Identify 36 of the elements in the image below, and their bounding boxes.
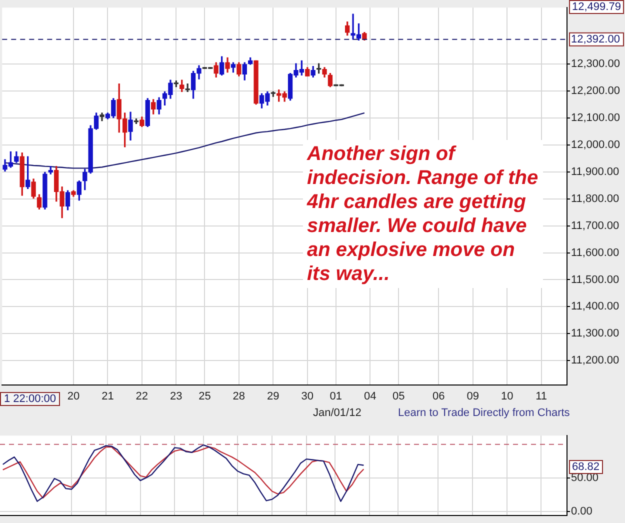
y-tick-label: 11,600.00 bbox=[571, 246, 620, 259]
y-tick-label: 11,400.00 bbox=[571, 300, 620, 313]
x-tick-label: 10 bbox=[500, 390, 514, 402]
y-tick-label: 12,000.00 bbox=[571, 139, 620, 152]
candlestick bbox=[185, 84, 190, 92]
x-tick-label: 09 bbox=[466, 390, 479, 402]
y-tick-label: 11,700.00 bbox=[571, 220, 620, 232]
text: Learn to Trade Directly from Charts bbox=[398, 407, 570, 419]
y-tick-label: 12,200.00 bbox=[571, 85, 620, 98]
x-tick-label: 22 bbox=[136, 390, 148, 402]
y-tick-label: 12,300.00 bbox=[571, 58, 620, 70]
text: 1 22:00:00 bbox=[0, 392, 60, 406]
y-tick-label: 12,100.00 bbox=[571, 112, 620, 124]
text: 12,499.79 bbox=[569, 0, 624, 14]
x-tick-label: 05 bbox=[392, 390, 405, 402]
x-tick-label: 20 bbox=[67, 390, 80, 402]
text: Jan/01/12 bbox=[313, 407, 362, 419]
x-tick-label: 30 bbox=[301, 390, 314, 402]
x-tick-label: 01 bbox=[330, 390, 342, 402]
text: 68.82 bbox=[569, 460, 603, 474]
y-tick-label: 11,500.00 bbox=[571, 274, 620, 286]
annotation: Another sign of indecision. Range of the 4hr candles are getting smaller. We could have an explosive move on its way... bbox=[303, 140, 543, 288]
x-tick-label: 04 bbox=[364, 390, 376, 402]
x-tick-label: 23 bbox=[170, 390, 182, 402]
y-tick-label: 11,800.00 bbox=[571, 192, 620, 205]
y-tick-label: 11,200.00 bbox=[571, 354, 620, 367]
ref-line-label: 12,392.00 bbox=[571, 33, 620, 46]
x-tick-label: 25 bbox=[198, 390, 211, 402]
y-tick-label: 11,900.00 bbox=[571, 166, 620, 178]
y-tick-label: 0.00 bbox=[571, 505, 592, 518]
x-tick-label: 21 bbox=[102, 390, 114, 402]
x-tick-label: 29 bbox=[267, 390, 280, 402]
x-tick-label: 06 bbox=[432, 390, 445, 402]
x-tick-label: 11 bbox=[536, 390, 548, 402]
x-tick-label: 28 bbox=[232, 390, 246, 402]
y-tick-label: 11,300.00 bbox=[571, 328, 620, 340]
